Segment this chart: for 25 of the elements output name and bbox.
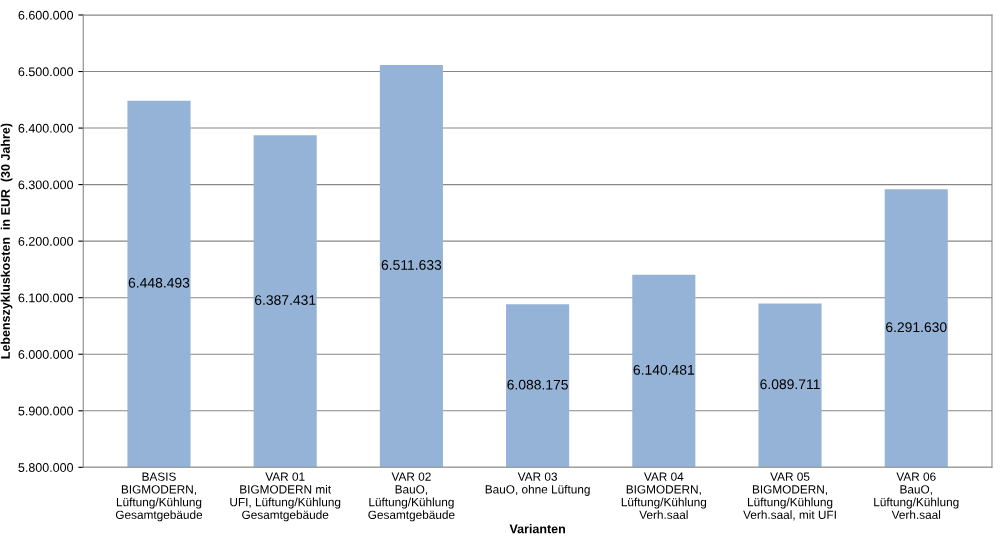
y-tick-label: 5.800.000 <box>18 463 74 472</box>
y-tick-label: 6.200.000 <box>18 236 74 246</box>
x-tick-label: VAR 06 BauO, Lüftung/Kühlung Verh.saal <box>874 472 959 519</box>
x-tick-label: VAR 01 BIGMODERN mit UFI, Lüftung/Kühlung Gesamtgebäude <box>230 472 341 522</box>
y-tick-label: 5.900.000 <box>18 406 74 416</box>
x-tick-label: BASIS BIGMODERN, Lüftung/Kühlung Gesamtgebäude <box>115 472 203 522</box>
data-label: 6.511.633 <box>381 260 442 270</box>
data-label: 6.291.630 <box>886 322 947 333</box>
y-tick-label: 6.500.000 <box>18 67 74 77</box>
data-label: 6.387.431 <box>255 295 316 305</box>
data-label: 6.089.711 <box>760 379 820 390</box>
y-tick-label: 6.000.000 <box>18 350 74 359</box>
data-label: 6.140.481 <box>633 364 695 375</box>
y-tick-label: 6.600.000 <box>18 10 74 20</box>
data-label: 6.088.175 <box>507 379 568 390</box>
y-tick-label: 6.400.000 <box>18 123 74 133</box>
x-tick-label: VAR 02 BauO, Lüftung/Kühlung Gesamtgebäude <box>368 472 455 522</box>
y-tick-label: 6.300.000 <box>18 180 74 190</box>
x-tick-label: VAR 05 BIGMODERN, Lüftung/Kühlung Verh.saal, mit UFI <box>743 472 836 521</box>
x-tick-label: VAR 03 BauO, ohne Lüftung <box>485 472 590 496</box>
x-tick-label: VAR 04 BIGMODERN, Lüftung/Kühlung Verh.saal <box>621 472 707 519</box>
data-label: 6.448.493 <box>128 277 190 288</box>
x-axis-title: Varianten <box>509 524 565 534</box>
y-tick-label: 6.100.000 <box>18 293 74 303</box>
y-axis-title: Lebenszykluskosten in EUR (30 Jahre) <box>0 123 13 359</box>
